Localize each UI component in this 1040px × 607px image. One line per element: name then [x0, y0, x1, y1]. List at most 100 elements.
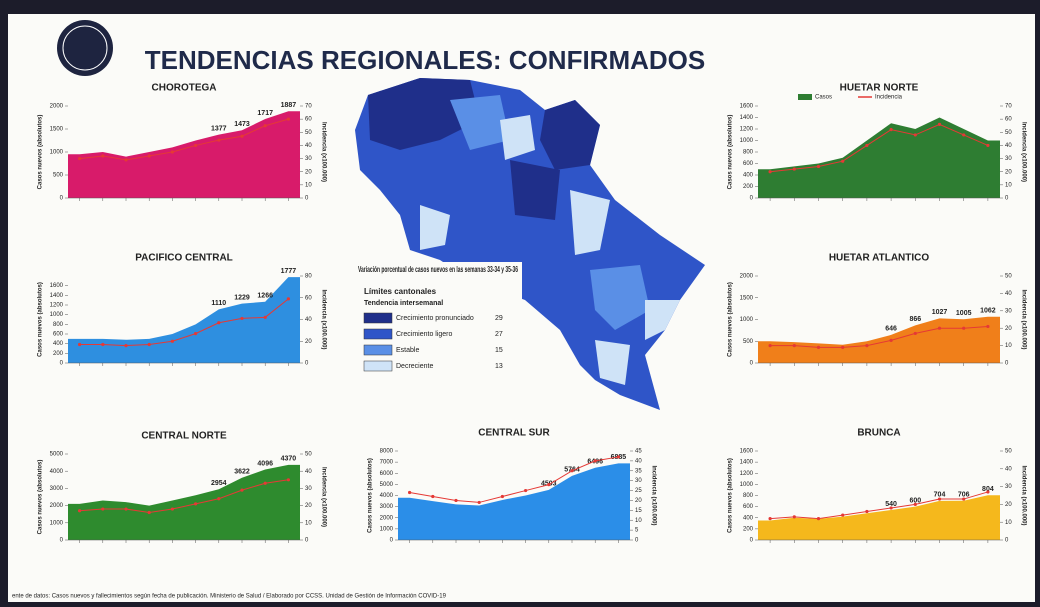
line-point	[962, 133, 966, 137]
y-tick-label: 3000	[50, 486, 64, 492]
map-region	[500, 115, 535, 160]
area	[398, 463, 630, 540]
y-tick-label: 7000	[380, 460, 394, 466]
line-point	[593, 459, 597, 463]
line	[770, 491, 989, 520]
line-point	[913, 133, 917, 137]
y2-tick-label: 35	[635, 468, 642, 474]
y2-axis-label: Incidencia (x100.000)	[320, 122, 326, 182]
y-tick-label: 0	[60, 538, 64, 544]
y-tick-label: 500	[743, 339, 754, 345]
line-point	[78, 342, 82, 347]
y-tick-label: 500	[53, 173, 64, 179]
y2-tick-label: 10	[305, 182, 312, 188]
map-region	[595, 340, 630, 385]
line	[79, 479, 289, 513]
line-point	[816, 345, 821, 349]
data-label: 1473	[234, 121, 250, 128]
y2-tick-label: 20	[305, 169, 312, 175]
legend-swatch	[363, 328, 393, 340]
y2-tick-label: 0	[305, 361, 309, 367]
line-point	[170, 150, 174, 154]
chart-title: BRUNCA	[857, 428, 900, 439]
y-tick-label: 2000	[740, 274, 754, 280]
line-point	[286, 478, 290, 482]
y2-axis-label: Incidencia (x100.000)	[1020, 122, 1026, 182]
y-axis-label: Casos nuevos (absolutos)	[728, 115, 734, 190]
y2-tick-label: 60	[305, 117, 312, 123]
map	[355, 78, 705, 410]
data-label: 704	[934, 492, 946, 499]
line-point	[124, 507, 128, 511]
data-label: 540	[885, 501, 897, 508]
y2-tick-label: 10	[635, 518, 642, 524]
line-point	[889, 338, 893, 342]
y-tick-label: 4000	[50, 469, 64, 475]
map-region	[510, 160, 560, 220]
y-axis-label: Casos nuevos (absolutos)	[38, 460, 44, 535]
y2-tick-label: 15	[635, 508, 642, 514]
data-label: 804	[982, 486, 994, 493]
map-region	[570, 190, 610, 255]
y-tick-label: 2000	[50, 503, 64, 509]
data-label: 646	[885, 326, 897, 333]
y-tick-label: 5000	[380, 482, 394, 488]
line-point	[986, 143, 990, 148]
line-point	[217, 138, 221, 142]
map-title: Variación porcentual de casos nuevos en …	[358, 265, 518, 274]
line-point	[937, 497, 942, 501]
line-point	[524, 488, 528, 493]
line-point	[408, 490, 412, 495]
line-point	[263, 315, 267, 319]
y-tick-label: 1000	[50, 520, 64, 526]
y2-tick-label: 50	[1005, 130, 1012, 136]
y-tick-label: 1200	[50, 303, 64, 309]
y-tick-label: 200	[743, 184, 754, 190]
map-region	[420, 205, 450, 250]
data-label: 1005	[956, 310, 972, 317]
y-tick-label: 200	[743, 526, 754, 532]
line-point	[865, 509, 869, 514]
logo-ring	[62, 25, 108, 71]
y-tick-label: 6000	[380, 471, 394, 477]
line-point	[124, 344, 128, 348]
line-point	[616, 455, 621, 459]
y-tick-label: 0	[60, 196, 64, 202]
line-point	[286, 297, 290, 301]
y2-tick-label: 40	[305, 143, 312, 149]
y2-tick-label: 10	[1005, 182, 1012, 188]
y2-tick-label: 5	[635, 528, 639, 534]
line-point	[454, 498, 458, 503]
y-tick-label: 400	[743, 173, 754, 179]
y-tick-label: 1600	[50, 283, 64, 289]
y-tick-label: 1400	[740, 115, 754, 121]
map-legend: Variación porcentual de casos nuevos en …	[352, 262, 522, 380]
area	[68, 277, 300, 363]
line	[79, 118, 289, 161]
area	[758, 495, 1000, 540]
legend-swatch	[798, 94, 812, 100]
line-point	[986, 324, 990, 329]
data-label: 4096	[257, 460, 273, 467]
data-label: 1777	[281, 268, 297, 275]
y-tick-label: 1400	[50, 293, 64, 299]
line-point	[286, 117, 290, 121]
y-tick-label: 1000	[380, 526, 394, 532]
y-tick-label: 8000	[380, 449, 394, 455]
line-point	[547, 483, 551, 487]
y-tick-label: 5000	[50, 452, 64, 458]
line-point	[240, 488, 244, 492]
data-label: 1266	[257, 293, 273, 300]
y2-tick-label: 80	[305, 274, 312, 280]
chart-title: HUETAR ATLANTICO	[829, 253, 930, 264]
legend-count: 13	[495, 363, 503, 370]
y2-tick-label: 0	[1005, 538, 1009, 544]
data-label: 3622	[234, 469, 250, 476]
line-point	[889, 506, 893, 510]
map-region	[450, 95, 510, 150]
line-point	[431, 494, 435, 499]
chart-title: CENTRAL SUR	[478, 428, 550, 439]
y-tick-label: 0	[750, 538, 754, 544]
line-point	[263, 124, 267, 128]
line-point	[841, 513, 845, 517]
